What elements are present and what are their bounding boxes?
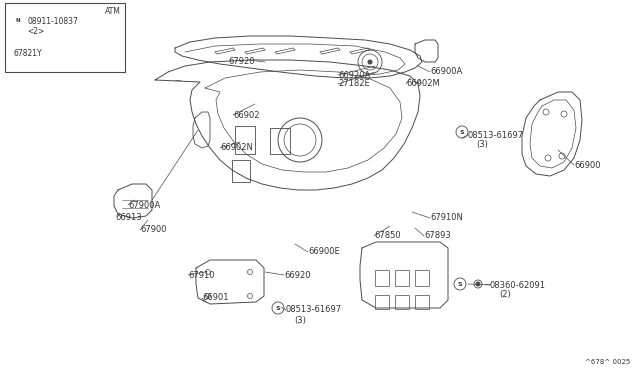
Text: 67910N: 67910N [430, 214, 463, 222]
Circle shape [476, 282, 480, 286]
Bar [5, 3, 125, 72]
Text: 67920: 67920 [228, 58, 255, 67]
Text: 67910: 67910 [188, 270, 214, 279]
Text: S: S [460, 129, 464, 135]
Text: 66900A: 66900A [430, 67, 462, 77]
Circle shape [368, 60, 372, 64]
Text: 66902: 66902 [233, 110, 259, 119]
Bar [270, 128, 290, 154]
Text: ^678^ 0025: ^678^ 0025 [585, 359, 630, 365]
Text: 66920A: 66920A [338, 71, 371, 80]
Text: (3): (3) [476, 140, 488, 148]
Bar [415, 270, 429, 286]
Bar [375, 295, 389, 309]
Text: 66913: 66913 [115, 214, 141, 222]
Text: 66902N: 66902N [220, 144, 253, 153]
Text: 67900: 67900 [140, 225, 166, 234]
Bar [395, 270, 409, 286]
Text: N: N [16, 19, 20, 23]
Text: 08513-61697: 08513-61697 [286, 305, 342, 314]
Text: 08360-62091: 08360-62091 [490, 280, 546, 289]
Bar [395, 295, 409, 309]
Text: 66900: 66900 [574, 160, 600, 170]
Text: (2): (2) [499, 291, 511, 299]
Text: 67850: 67850 [374, 231, 401, 241]
Text: <2>: <2> [27, 26, 44, 35]
Bar [375, 270, 389, 286]
Text: 66900E: 66900E [308, 247, 340, 257]
Text: ATM: ATM [105, 6, 121, 16]
Text: S: S [458, 282, 462, 286]
Bar [235, 126, 255, 154]
Text: 66920: 66920 [284, 270, 310, 279]
Text: 08513-61697: 08513-61697 [468, 131, 524, 140]
Text: 67893: 67893 [424, 231, 451, 241]
Bar [232, 160, 250, 182]
Bar [415, 295, 429, 309]
Text: 67900A: 67900A [128, 201, 160, 209]
Text: 66901: 66901 [202, 294, 228, 302]
Circle shape [54, 32, 60, 38]
Text: S: S [276, 305, 280, 311]
Text: 08911-10837: 08911-10837 [27, 16, 78, 26]
Text: 27182E: 27182E [338, 80, 370, 89]
Text: (3): (3) [294, 315, 306, 324]
Text: 67821Y: 67821Y [13, 48, 42, 58]
Text: 66902M: 66902M [406, 80, 440, 89]
